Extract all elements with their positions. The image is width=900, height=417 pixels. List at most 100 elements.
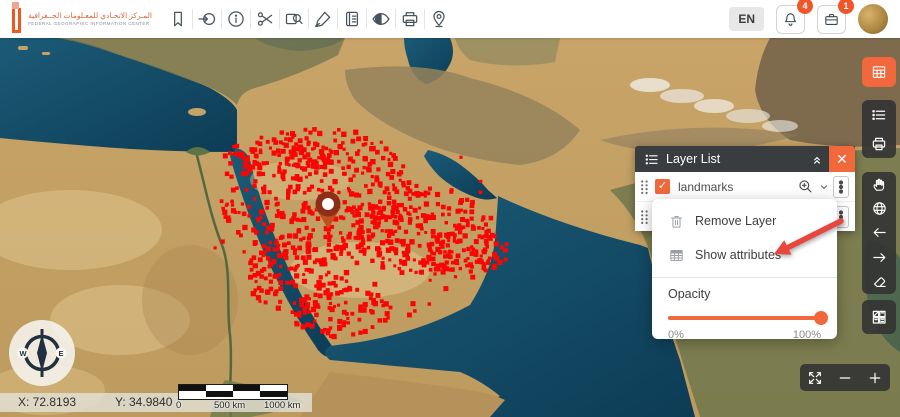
draw-button[interactable] bbox=[309, 6, 337, 32]
scale-bar-bottom bbox=[179, 391, 287, 397]
scale-bar-labels: 0 500 km 1000 km bbox=[170, 400, 310, 412]
y-coordinate: Y: 34.9840 bbox=[115, 395, 173, 409]
sign-in-icon bbox=[198, 12, 216, 26]
zoom-in-button[interactable] bbox=[860, 364, 890, 391]
layer-menu-button[interactable] bbox=[833, 175, 849, 198]
logo-title-arabic: المـركز الاتحـادي للمعـلومات الجــغرافية bbox=[28, 11, 152, 21]
basemap-grid-icon bbox=[872, 310, 886, 324]
erase-button[interactable] bbox=[862, 270, 896, 294]
fullscreen-button[interactable] bbox=[800, 364, 830, 391]
print-icon bbox=[872, 137, 886, 150]
attribute-table-icon bbox=[872, 66, 886, 78]
next-extent-button[interactable] bbox=[862, 245, 896, 269]
bookmark-button[interactable] bbox=[164, 6, 192, 32]
compass-west-label: W bbox=[19, 349, 27, 358]
opacity-label: Opacity bbox=[668, 287, 711, 301]
horn-of-africa bbox=[300, 372, 505, 417]
remove-layer-item[interactable]: Remove Layer bbox=[652, 199, 837, 233]
layer-list-header[interactable]: Layer List ✕ bbox=[635, 146, 855, 172]
layer-list-icon bbox=[645, 154, 658, 164]
top-toolbar: المـركز الاتحـادي للمعـلومات الجــغرافية… bbox=[0, 0, 900, 38]
language-button[interactable]: EN bbox=[729, 7, 764, 31]
drag-handle-icon[interactable] bbox=[640, 179, 649, 195]
info-button[interactable] bbox=[222, 6, 250, 32]
x-coordinate: X: 72.8193 bbox=[18, 395, 77, 409]
workspace-button[interactable] bbox=[817, 4, 846, 34]
zoom-to-layer-icon[interactable] bbox=[796, 177, 815, 196]
trash-icon bbox=[671, 215, 682, 228]
sign-in-button[interactable] bbox=[193, 6, 221, 32]
menu-item-label: Show attributes bbox=[695, 248, 782, 262]
visibility-button[interactable] bbox=[367, 6, 395, 32]
eye-icon bbox=[372, 12, 390, 26]
scale-bar-top bbox=[179, 385, 287, 391]
minus-icon bbox=[839, 376, 851, 379]
menu-divider bbox=[652, 277, 837, 278]
opacity-min: 0% bbox=[668, 329, 684, 341]
table-button[interactable] bbox=[338, 6, 366, 32]
layer-name: landmarks bbox=[678, 179, 734, 194]
pen-icon bbox=[314, 11, 331, 28]
search-area-button[interactable] bbox=[280, 6, 308, 32]
notebook-icon bbox=[345, 11, 359, 27]
slider-fill bbox=[668, 316, 821, 320]
arrow-left-icon bbox=[873, 228, 886, 238]
close-panel-button[interactable]: ✕ bbox=[829, 146, 855, 172]
slider-range-labels: 0% 100% bbox=[668, 329, 821, 341]
map-tools bbox=[164, 6, 453, 32]
layer-checkbox-checked[interactable]: ✓ bbox=[655, 179, 670, 194]
printer-icon bbox=[402, 12, 418, 27]
zoom-controls bbox=[800, 364, 890, 391]
layer-row-landmarks: ✓ landmarks bbox=[635, 172, 855, 202]
drag-handle-icon[interactable] bbox=[640, 209, 649, 225]
map-pin-marker[interactable] bbox=[315, 191, 341, 230]
slider-thumb[interactable] bbox=[814, 311, 828, 325]
measure-cut-button[interactable] bbox=[251, 6, 279, 32]
globe-button[interactable] bbox=[862, 196, 896, 220]
zoom-out-button[interactable] bbox=[830, 364, 860, 391]
scale-end: 1000 km bbox=[264, 400, 301, 411]
print-button[interactable] bbox=[862, 129, 896, 158]
app-logo: المـركز الاتحـادي للمعـلومات الجــغرافية… bbox=[12, 2, 152, 33]
locate-button[interactable] bbox=[425, 6, 453, 32]
basemap-gallery-button[interactable] bbox=[862, 300, 896, 334]
eraser-icon bbox=[873, 277, 886, 288]
layer-list-icon bbox=[872, 109, 886, 120]
layer-context-menu: Remove Layer Show attributes Opacity 0% … bbox=[652, 199, 837, 341]
scale-bar bbox=[178, 384, 288, 400]
scale-mid: 500 km bbox=[214, 400, 246, 411]
globe-icon bbox=[872, 202, 886, 215]
bookmark-icon bbox=[174, 11, 182, 27]
briefcase-icon bbox=[825, 13, 838, 25]
kebab-icon bbox=[839, 209, 843, 224]
opacity-slider[interactable] bbox=[668, 311, 828, 325]
kebab-icon bbox=[839, 179, 843, 194]
table-icon bbox=[670, 249, 683, 261]
show-attributes-item[interactable]: Show attributes bbox=[652, 233, 837, 267]
chevron-down-icon[interactable] bbox=[817, 180, 831, 194]
notifications-badge: 4 bbox=[797, 0, 813, 14]
attribute-table-button[interactable] bbox=[862, 57, 896, 87]
logo-title-english: FEDERAL GEOGRAPHIC INFORMATION CENTER bbox=[28, 20, 150, 26]
bell-icon bbox=[785, 12, 796, 26]
compass-east-label: E bbox=[58, 349, 63, 358]
workspace-badge: 1 bbox=[838, 0, 854, 14]
plus-icon bbox=[869, 372, 881, 383]
info-icon bbox=[228, 11, 244, 27]
pan-hand-button[interactable] bbox=[862, 172, 896, 196]
compass-rose[interactable]: W E bbox=[9, 320, 75, 386]
user-avatar[interactable] bbox=[858, 4, 888, 34]
top-right-controls: EN 4 1 bbox=[729, 0, 888, 34]
scissors-icon bbox=[257, 12, 273, 26]
print-button-top[interactable] bbox=[396, 6, 424, 32]
previous-extent-button[interactable] bbox=[862, 221, 896, 245]
location-pin-icon bbox=[433, 10, 445, 28]
fullscreen-icon bbox=[809, 371, 821, 384]
scale-zero: 0 bbox=[176, 400, 182, 411]
logo-mark bbox=[12, 2, 24, 33]
menu-item-label: Remove Layer bbox=[695, 214, 777, 228]
collapse-panel-button[interactable] bbox=[805, 146, 829, 172]
opacity-max: 100% bbox=[792, 329, 821, 341]
panel-title: Layer List bbox=[666, 152, 721, 166]
layer-list-button[interactable] bbox=[862, 100, 896, 129]
